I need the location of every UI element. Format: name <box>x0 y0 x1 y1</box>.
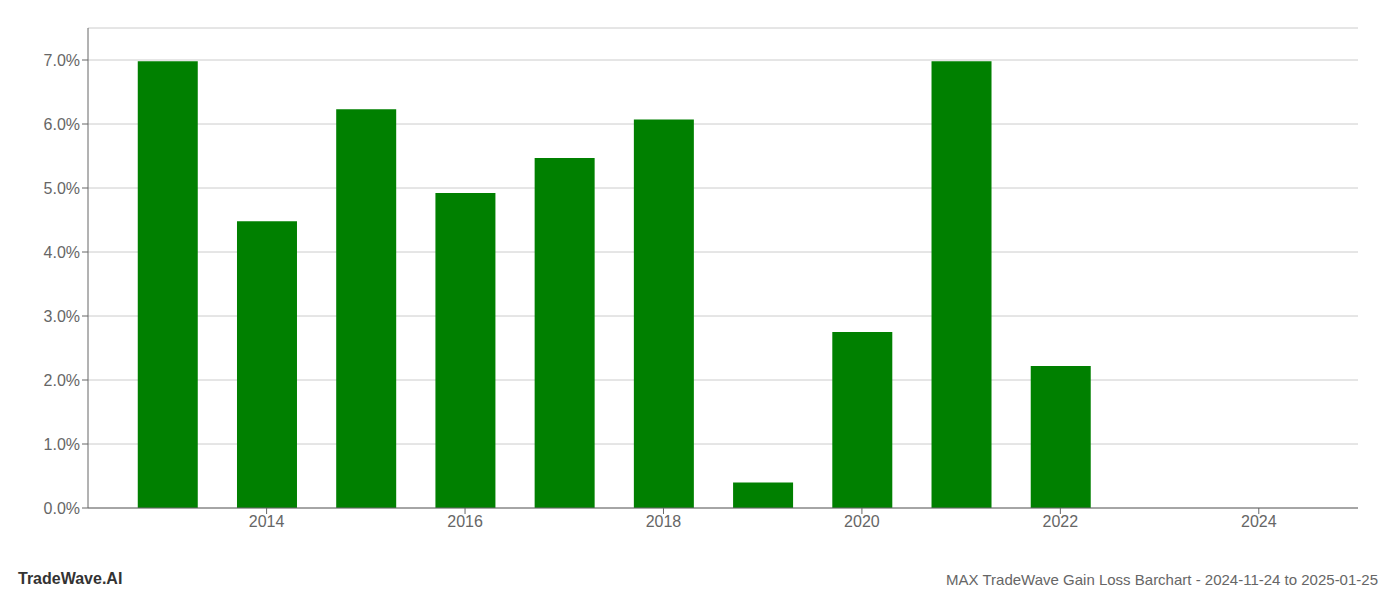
svg-text:2020: 2020 <box>844 513 880 530</box>
svg-text:7.0%: 7.0% <box>44 52 80 69</box>
html-text:TradeWave.AI: TradeWave.AI <box>18 570 123 587</box>
svg-text:5.0%: 5.0% <box>44 180 80 197</box>
svg-text:2022: 2022 <box>1043 513 1079 530</box>
svg-text:1.0%: 1.0% <box>44 436 80 453</box>
svg-text:2024: 2024 <box>1241 513 1277 530</box>
svg-text:4.0%: 4.0% <box>44 244 80 261</box>
svg-text:2.0%: 2.0% <box>44 372 80 389</box>
svg-text:2018: 2018 <box>646 513 682 530</box>
svg-text:2016: 2016 <box>447 513 483 530</box>
svg-text:2014: 2014 <box>249 513 285 530</box>
svg-text:3.0%: 3.0% <box>44 308 80 325</box>
svg-text:6.0%: 6.0% <box>44 116 80 133</box>
html-text:MAX TradeWave Gain Loss Barcha: MAX TradeWave Gain Loss Barchart - 2024-… <box>946 571 1378 588</box>
svg-text:0.0%: 0.0% <box>44 500 80 517</box>
